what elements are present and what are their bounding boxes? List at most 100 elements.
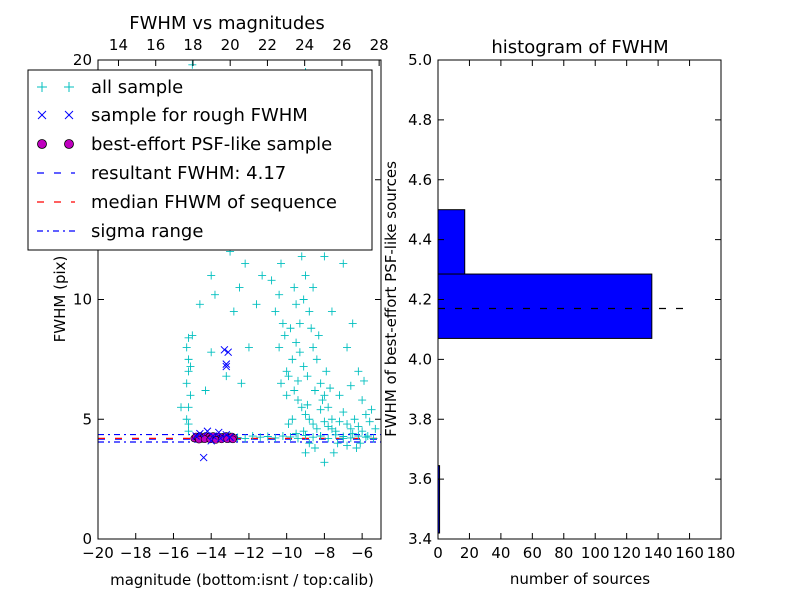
left-x-axis-label: magnitude (bottom:isnt / top:calib) <box>110 571 374 589</box>
all-sample-point <box>267 276 276 285</box>
rough-sample-point <box>222 362 231 371</box>
left-y-tick-label: 0 <box>82 530 92 548</box>
left-chart-title: FWHM vs magnitudes <box>129 13 324 34</box>
left-y-tick-label: 5 <box>82 410 92 428</box>
histogram-bar <box>437 273 653 339</box>
rough-sample-point <box>192 432 200 440</box>
all-sample-point <box>309 433 318 442</box>
all-sample-point <box>320 252 329 261</box>
all-sample-point <box>363 432 372 441</box>
legend-box <box>27 69 373 251</box>
all-sample-point <box>292 429 301 438</box>
all-sample-point <box>312 355 321 364</box>
all-sample-point <box>201 386 210 395</box>
right-y-tick-label: 3.4 <box>408 530 432 548</box>
all-sample-point <box>320 417 329 426</box>
left-top-tick-label: 20 <box>221 36 240 54</box>
all-sample-point <box>293 376 302 385</box>
all-sample-point <box>288 355 297 364</box>
right-x-tick-label: 80 <box>554 544 573 562</box>
all-sample-point <box>207 271 216 280</box>
all-sample-point <box>256 433 265 442</box>
left-y-tick-label: 10 <box>73 291 92 309</box>
right-x-tick-label: 160 <box>675 544 704 562</box>
right-y-tick-label: 4.4 <box>408 231 432 249</box>
all-sample-point <box>263 432 272 441</box>
left-x-tick-label: −10 <box>271 544 303 562</box>
left-top-tick-label: 28 <box>370 36 389 54</box>
all-sample-point <box>284 420 293 429</box>
all-sample-point <box>286 324 295 333</box>
all-sample-point <box>360 376 369 385</box>
left-top-tick-label: 16 <box>146 36 165 54</box>
legend-label-sigma: sigma range <box>91 221 203 242</box>
all-sample-point <box>343 441 352 450</box>
rough-sample-point <box>222 430 231 439</box>
all-sample-point <box>309 343 318 352</box>
left-top-tick-label: 18 <box>183 36 202 54</box>
all-sample-point <box>327 415 336 424</box>
all-sample-point <box>361 410 370 419</box>
all-sample-point <box>339 434 348 443</box>
all-sample-point <box>301 431 310 440</box>
all-sample-point <box>299 427 308 436</box>
all-sample-point <box>367 405 376 414</box>
all-sample-point <box>322 367 331 376</box>
rough-sample-point <box>226 433 234 442</box>
rough-sample-point <box>203 427 212 436</box>
all-sample-point <box>318 396 327 405</box>
right-x-tick-label: 20 <box>460 544 479 562</box>
all-sample-point <box>235 283 244 292</box>
right-x-tick-label: 40 <box>491 544 510 562</box>
rough-sample-point <box>214 428 223 437</box>
all-sample-point <box>188 60 197 69</box>
left-top-tick-label: 24 <box>295 36 314 54</box>
histogram-bar <box>437 209 466 275</box>
all-sample-point <box>284 372 293 381</box>
all-sample-point <box>343 420 352 429</box>
right-y-tick-label: 4.2 <box>408 291 432 309</box>
all-sample-point <box>278 319 287 328</box>
all-sample-point <box>295 319 304 328</box>
right-y-axis-label: FWHM of best-effort PSF-like sources <box>382 161 400 437</box>
all-sample-point <box>278 432 287 441</box>
all-sample-point <box>184 367 193 376</box>
left-y-axis-label: FWHM (pix) <box>51 256 69 343</box>
left-top-tick-label: 26 <box>332 36 351 54</box>
all-sample-point <box>312 424 321 433</box>
all-sample-point <box>282 367 291 376</box>
all-sample-point <box>292 300 301 309</box>
right-x-tick-label: 100 <box>581 544 610 562</box>
all-sample-point <box>295 348 304 357</box>
legend-label-psf-sample: best-effort PSF-like sample <box>91 134 332 155</box>
all-sample-point <box>290 283 299 292</box>
right-y-ticks: 3.4 3.6 3.8 4.0 4.2 4.4 4.6 4.8 5.0 <box>408 51 721 548</box>
all-sample-point <box>354 367 363 376</box>
all-sample-point <box>333 439 342 448</box>
all-sample-point <box>316 432 325 441</box>
all-sample-point <box>303 400 312 409</box>
right-x-tick-label: 0 <box>433 544 443 562</box>
left-x-tick-label: −8 <box>313 544 335 562</box>
left-top-tick-label: 14 <box>109 36 128 54</box>
all-sample-point <box>320 458 329 467</box>
all-sample-point <box>248 432 257 441</box>
all-sample-point <box>186 362 195 371</box>
all-sample-point <box>358 396 367 405</box>
right-chart-title: histogram of FWHM <box>491 37 668 58</box>
all-sample-point <box>346 433 355 442</box>
rough-sample-point <box>222 360 231 369</box>
all-sample-point <box>309 420 318 429</box>
all-sample-point <box>177 403 186 412</box>
all-sample-point <box>229 307 238 316</box>
rough-sample-point <box>220 345 229 354</box>
left-top-tick-label: 22 <box>258 36 277 54</box>
all-sample-point <box>343 343 352 352</box>
left-x-tick-label: −16 <box>158 544 190 562</box>
left-data-points <box>177 60 380 467</box>
all-sample-point <box>371 424 380 433</box>
all-sample-point <box>309 283 318 292</box>
left-x-tick-label: −14 <box>195 544 227 562</box>
all-sample-point <box>316 379 325 388</box>
